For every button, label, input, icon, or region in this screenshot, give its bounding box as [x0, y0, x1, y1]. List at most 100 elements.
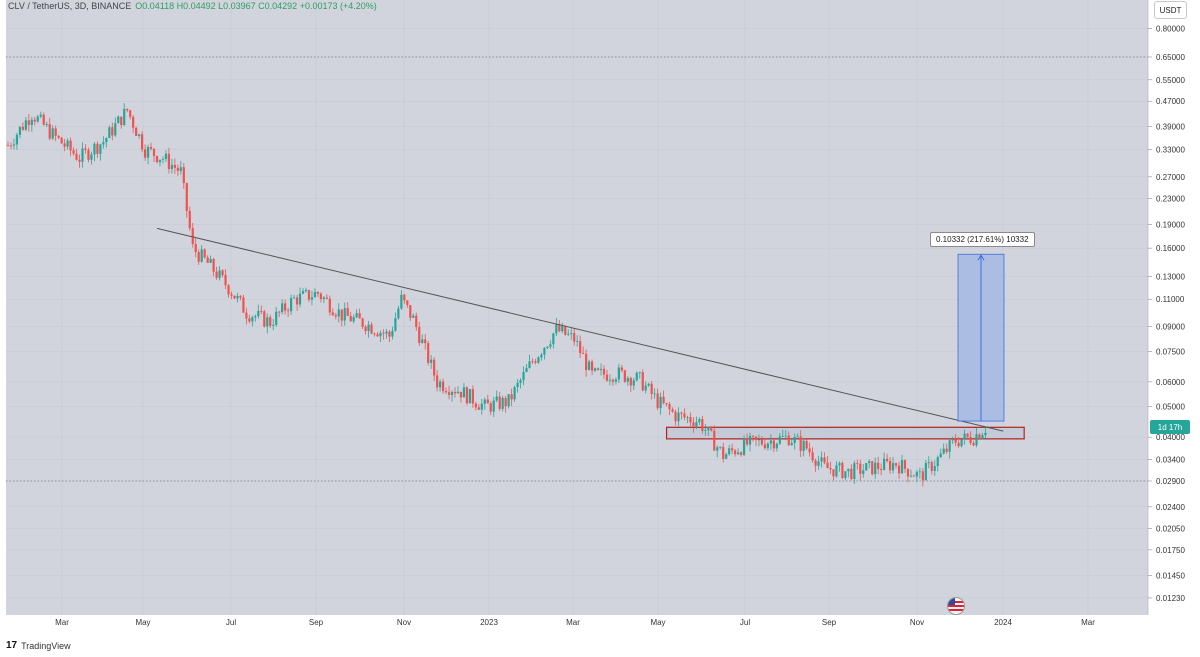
candle-body	[483, 399, 486, 404]
candle-body	[960, 439, 963, 447]
candle-body	[945, 448, 948, 452]
x-tick-label: May	[650, 618, 665, 627]
candle-body	[510, 394, 513, 400]
tradingview-logo: 17 TradingView	[6, 640, 71, 651]
candle-body	[182, 167, 185, 184]
candle-body	[874, 462, 877, 475]
candle-body	[358, 313, 361, 319]
candle-body	[436, 375, 439, 388]
candle-body	[155, 156, 159, 163]
candle-body	[93, 143, 96, 155]
candle-body	[561, 326, 564, 332]
candle-body	[781, 435, 784, 437]
candle-body	[722, 446, 725, 459]
x-tick-label: Mar	[566, 618, 580, 627]
candle-body	[540, 354, 543, 358]
candle-body	[206, 257, 209, 263]
candle-body	[319, 293, 322, 300]
candle-body	[209, 259, 212, 263]
candle-body	[692, 422, 695, 427]
candle-body	[301, 291, 305, 294]
candle-body	[54, 128, 57, 136]
candle-body	[751, 435, 755, 437]
candle-body	[388, 331, 391, 337]
candle-body	[665, 403, 668, 405]
candle-body	[84, 148, 87, 150]
measure-label: 0.10332 (217.61%) 10332	[930, 232, 1035, 247]
candle-body	[57, 135, 60, 138]
y-tick-label: 0.16000	[1156, 244, 1185, 253]
candle-body	[233, 295, 236, 299]
y-tick-label: 0.01230	[1156, 594, 1185, 603]
candle-body	[78, 159, 81, 162]
candle-body	[805, 440, 808, 449]
candle-body	[248, 318, 251, 322]
candle-body	[927, 462, 930, 464]
candle-body	[260, 310, 263, 312]
candle-body	[498, 396, 501, 409]
candle-body	[48, 124, 51, 139]
candle-body	[638, 372, 641, 373]
candle-body	[218, 270, 221, 278]
candle-body	[75, 153, 78, 160]
candle-body	[298, 293, 302, 305]
candle-body	[331, 312, 334, 316]
candle-body	[424, 339, 427, 344]
candle-body	[456, 391, 460, 394]
candle-body	[579, 341, 582, 353]
candle-body	[42, 114, 45, 125]
candle-body	[194, 244, 197, 253]
candle-body	[742, 438, 746, 455]
candle-body	[972, 443, 975, 446]
candle-body	[939, 453, 942, 458]
candle-body	[924, 463, 927, 481]
candle-body	[558, 324, 561, 332]
candle-body	[620, 367, 623, 371]
candle-body	[811, 452, 814, 461]
candle-body	[838, 462, 841, 466]
candle-body	[841, 462, 844, 479]
candle-body	[212, 259, 215, 272]
candle-body	[322, 297, 325, 300]
candle-body	[188, 210, 191, 229]
resistance-zone	[665, 426, 1025, 440]
candle-body	[605, 374, 609, 381]
candle-body	[418, 327, 421, 344]
y-tick-label: 0.02050	[1156, 524, 1185, 533]
candle-body	[754, 436, 758, 441]
trendline	[156, 227, 1004, 432]
y-tick-label: 0.19000	[1156, 221, 1185, 230]
candle-body	[81, 148, 84, 162]
candle-body	[245, 312, 248, 319]
candle-body	[868, 461, 871, 464]
candle-body	[230, 294, 233, 296]
x-tick-label: Mar	[55, 618, 69, 627]
x-tick-label: 2024	[994, 618, 1012, 627]
currency-button[interactable]: USDT	[1154, 1, 1187, 19]
candle-body	[295, 297, 299, 305]
candle-body	[871, 461, 874, 475]
candle-body	[802, 440, 805, 451]
candle-body	[903, 460, 907, 469]
candle-body	[284, 303, 287, 311]
candle-body	[287, 310, 290, 312]
candle-body	[731, 448, 734, 451]
candle-body	[719, 446, 722, 448]
candle-body	[623, 370, 626, 382]
y-tick-label: 0.13000	[1156, 272, 1185, 281]
us-flag-icon[interactable]	[947, 597, 965, 615]
candle-body	[912, 475, 916, 477]
candle-body	[179, 167, 182, 171]
candle-body	[15, 134, 19, 145]
candle-body	[585, 353, 588, 371]
candle-body	[33, 119, 36, 122]
x-tick-label: Nov	[397, 618, 411, 627]
candle-body	[263, 311, 266, 327]
candle-body	[6, 145, 10, 147]
candle-body	[12, 144, 16, 146]
countdown-price-tag: 1d 17h	[1150, 420, 1190, 434]
candle-body	[829, 467, 832, 470]
candle-body	[126, 108, 129, 111]
y-tick-label: 0.02400	[1156, 503, 1185, 512]
